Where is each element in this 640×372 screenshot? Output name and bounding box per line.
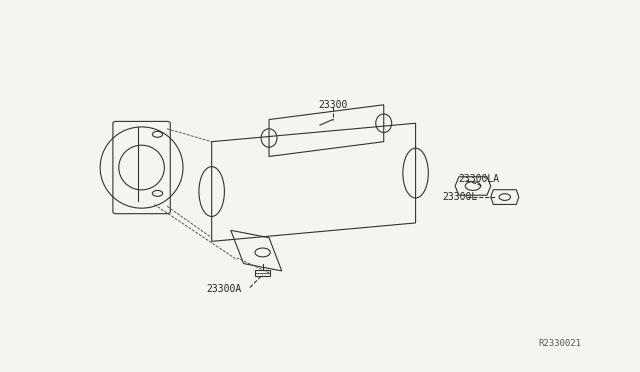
Text: 23300L: 23300L	[443, 192, 478, 202]
Text: 23300A: 23300A	[207, 284, 242, 294]
Bar	[255, 270, 270, 276]
Text: R2330021: R2330021	[538, 340, 581, 349]
Text: 23300: 23300	[318, 100, 348, 110]
Text: 23300LA: 23300LA	[459, 174, 500, 184]
